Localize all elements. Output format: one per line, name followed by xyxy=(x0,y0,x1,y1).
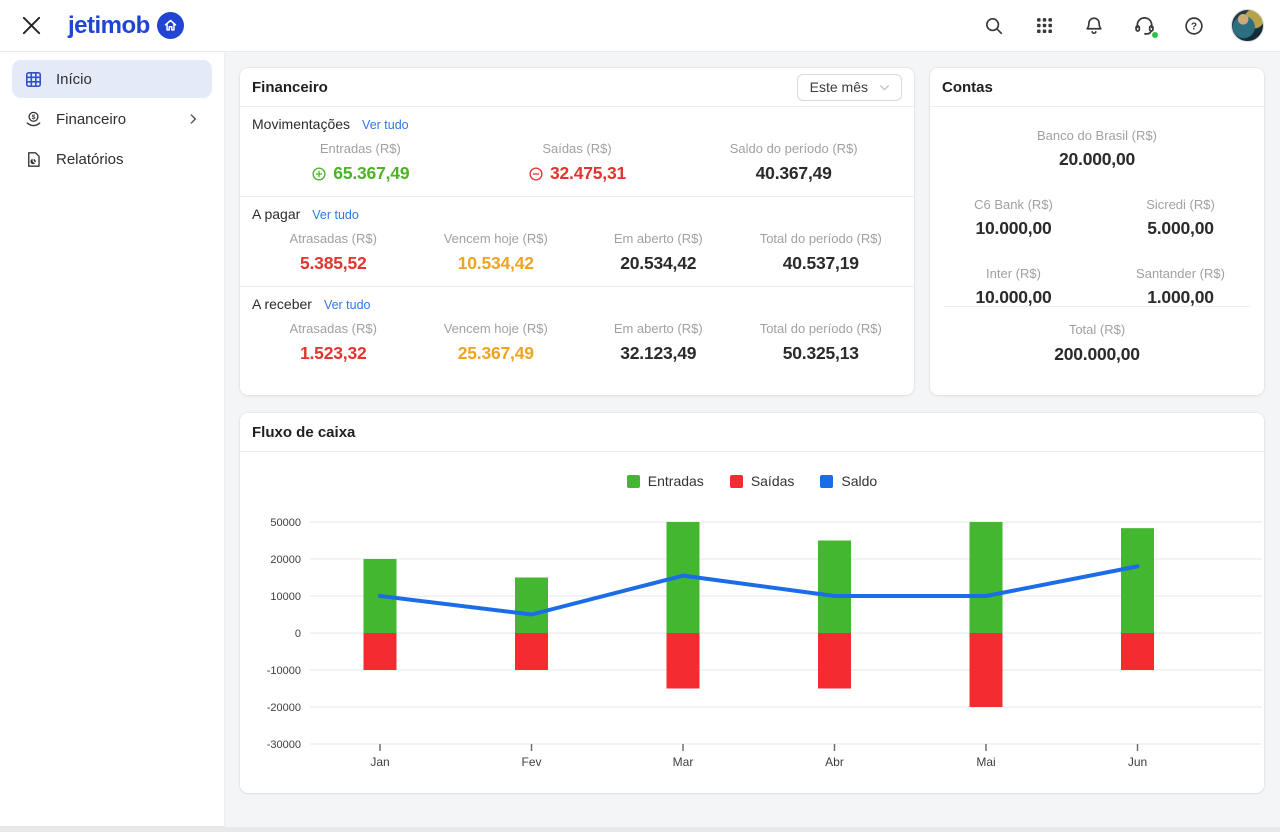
close-icon[interactable] xyxy=(16,11,46,41)
headset-icon[interactable] xyxy=(1131,13,1159,39)
svg-text:Abr: Abr xyxy=(825,755,844,769)
plus-circle-icon xyxy=(312,166,326,181)
accounts-total: Total (R$) 200.000,00 xyxy=(1054,322,1140,364)
legend-entradas: Entradas xyxy=(626,473,704,489)
section-label: A receber xyxy=(252,296,312,312)
home-icon xyxy=(156,12,184,39)
financeiro-card: Financeiro Este mês Movimentações Ver tu… xyxy=(240,68,914,395)
svg-text:10000: 10000 xyxy=(270,591,301,603)
period-select-value: Este mês xyxy=(809,79,868,95)
divider xyxy=(944,306,1250,307)
metric-em-aberto: Em aberto (R$) 32.123,49 xyxy=(613,321,703,363)
sidebar-item-label: Relatórios xyxy=(56,150,124,168)
svg-text:?: ? xyxy=(1191,21,1197,32)
jetimob-logo[interactable]: jetimob xyxy=(68,12,184,40)
sidebar-item-label: Início xyxy=(56,70,92,88)
legend-swatch-green xyxy=(626,474,640,488)
ver-tudo-link[interactable]: Ver tudo xyxy=(312,208,359,222)
section-movimentacoes: Movimentações Ver tudo Entradas (R$) 65.… xyxy=(240,107,914,196)
report-icon xyxy=(28,151,40,167)
avatar[interactable] xyxy=(1231,9,1264,42)
legend-swatch-blue xyxy=(820,474,834,488)
contas-card-title: Contas xyxy=(942,78,993,96)
period-select[interactable]: Este mês xyxy=(796,73,902,101)
help-icon[interactable]: ? xyxy=(1181,13,1207,39)
account-santander: Santander (R$) 1.000,00 xyxy=(1136,266,1225,306)
grid-icon xyxy=(25,71,42,87)
contas-scroll-area[interactable]: Banco do Brasil (R$) 20.000,00 C6 Bank (… xyxy=(930,107,1264,306)
online-status-dot xyxy=(1151,30,1159,39)
logo-text-bold: jet xyxy=(68,11,95,39)
svg-text:Mar: Mar xyxy=(673,755,694,769)
legend-swatch-red xyxy=(729,474,743,488)
search-icon[interactable] xyxy=(981,13,1007,39)
section-label: A pagar xyxy=(252,206,301,222)
metric-saldo-periodo: Saldo do período (R$) 40.367,49 xyxy=(729,141,858,183)
account-inter: Inter (R$) 10.000,00 xyxy=(975,266,1052,306)
legend-saidas: Saídas xyxy=(729,473,794,489)
chart-legend: Entradas Saídas Saldo xyxy=(240,473,1264,489)
metric-saidas: Saídas (R$) 32.475,31 xyxy=(469,141,686,184)
svg-text:$: $ xyxy=(32,114,36,121)
metric-vencem-hoje: Vencem hoje (R$) 25.367,49 xyxy=(443,321,548,363)
metric-atrasadas: Atrasadas (R$) 1.523,32 xyxy=(289,321,377,363)
apps-grid-icon[interactable] xyxy=(1031,13,1057,39)
svg-text:-30000: -30000 xyxy=(267,739,301,751)
svg-text:0: 0 xyxy=(295,628,301,640)
ver-tudo-link[interactable]: Ver tudo xyxy=(362,118,409,132)
metric-atrasadas: Atrasadas (R$) 5.385,52 xyxy=(289,231,377,273)
window-bottom-edge xyxy=(0,827,1280,832)
cashflow-card: Fluxo de caixa Entradas Saídas Saldo 500… xyxy=(240,413,1264,793)
chevron-right-icon xyxy=(190,114,196,124)
sidebar-item-relatorios[interactable]: Relatórios xyxy=(12,140,212,178)
legend-saldo: Saldo xyxy=(820,473,877,489)
svg-text:-10000: -10000 xyxy=(267,665,301,677)
sidebar-item-inicio[interactable]: Início xyxy=(12,60,212,98)
cashflow-card-title: Fluxo de caixa xyxy=(252,423,356,441)
topbar-actions: ? xyxy=(981,9,1264,42)
section-label: Movimentações xyxy=(252,116,351,132)
metric-em-aberto: Em aberto (R$) 20.534,42 xyxy=(613,231,703,273)
metric-vencem-hoje: Vencem hoje (R$) 10.534,42 xyxy=(443,231,548,273)
section-a-pagar: A pagar Ver tudo Atrasadas (R$) 5.385,52… xyxy=(240,196,914,286)
svg-text:Jun: Jun xyxy=(1128,755,1147,769)
sidebar: Início $ Financeiro Relatórios xyxy=(0,52,224,826)
svg-text:Mai: Mai xyxy=(976,755,995,769)
metric-total-periodo: Total do período (R$) 40.537,19 xyxy=(759,231,882,273)
minus-circle-icon xyxy=(529,166,543,181)
sidebar-item-financeiro[interactable]: $ Financeiro xyxy=(12,100,212,138)
svg-text:-20000: -20000 xyxy=(267,702,301,714)
svg-text:Jan: Jan xyxy=(370,755,389,769)
top-bar: jetimob xyxy=(0,0,1280,52)
chevron-down-icon xyxy=(880,84,889,90)
account-c6-bank: C6 Bank (R$) 10.000,00 xyxy=(974,197,1053,238)
bell-icon[interactable] xyxy=(1081,13,1107,39)
svg-text:50000: 50000 xyxy=(270,517,301,529)
cashflow-chart: 50000 20000 10000 0 -10000 -20000 -30000 Jan Fev… xyxy=(267,517,1262,769)
ver-tudo-link[interactable]: Ver tudo xyxy=(323,298,371,312)
section-a-receber: A receber Ver tudo Atrasadas (R$) 1.523,… xyxy=(240,286,914,376)
svg-text:20000: 20000 xyxy=(270,554,301,566)
account-sicredi: Sicredi (R$) 5.000,00 xyxy=(1146,197,1215,238)
svg-text:Fev: Fev xyxy=(521,755,541,769)
financeiro-card-title: Financeiro xyxy=(252,78,328,96)
metric-entradas: Entradas (R$) 65.367,49 xyxy=(252,141,469,184)
metric-total-periodo: Total do período (R$) 50.325,13 xyxy=(759,321,882,363)
sidebar-item-label: Financeiro xyxy=(56,110,127,128)
contas-card: Contas Banco do Brasil (R$) 20.000,00 C6… xyxy=(930,68,1264,395)
logo-text-rest: imob xyxy=(94,11,151,39)
account-banco-do-brasil: Banco do Brasil (R$) 20.000,00 xyxy=(1037,128,1157,169)
coin-icon: $ xyxy=(26,111,41,126)
